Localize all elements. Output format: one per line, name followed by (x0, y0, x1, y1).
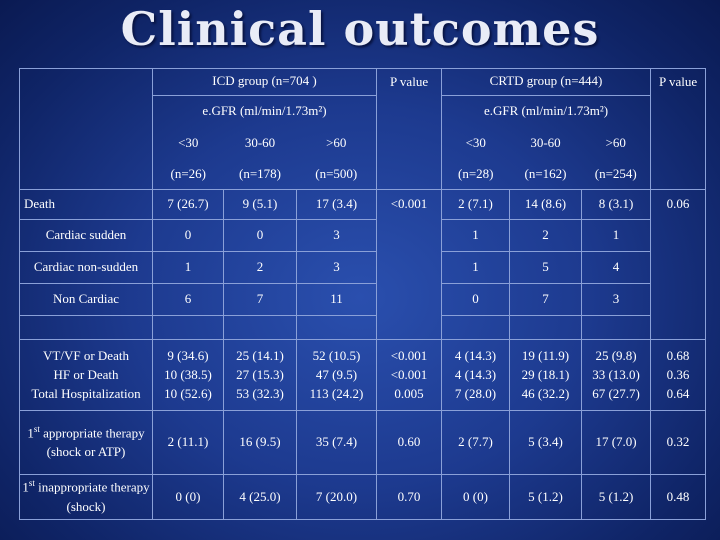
table-cell: 1 (441, 218, 511, 252)
table-cell: 5 (1.2) (509, 474, 583, 520)
table-cell: 7 (223, 282, 297, 316)
p-value-cell: 0.48 (650, 474, 707, 520)
table-cell: 1 (581, 218, 652, 252)
table-cell: 7 (20.0) (295, 474, 378, 520)
icd-col-gt60: >60 (326, 134, 347, 150)
table-cell: 9 (34.6) 10 (38.5) 10 (52.6) (152, 339, 224, 411)
table-cell: 2 (509, 218, 583, 252)
table-cell: 16 (9.5) (223, 409, 297, 476)
table-row: 1st appropriate therapy (shock or ATP) 2… (19, 409, 707, 476)
table-cell: 17 (3.4) (295, 188, 378, 220)
table-cell: 25 (9.8) 33 (13.0) 67 (27.7) (581, 339, 652, 411)
table-cell: 6 (152, 282, 224, 316)
spacer-row (19, 314, 707, 341)
table-cell: 4 (25.0) (223, 474, 297, 520)
table-cell: 5 (3.4) (509, 409, 583, 476)
crtd-egfr-label: e.GFR (ml/min/1.73m²) (483, 103, 609, 119)
table-cell: 3 (295, 218, 378, 252)
table-row: Cardiac non-sudden 1 2 3 1 5 4 (19, 250, 707, 284)
crtd-col-lt30: <30 (465, 134, 486, 150)
corner-cell (19, 68, 153, 96)
row-label: 1st inappropriate therapy (shock) (19, 474, 153, 520)
table-cell: 52 (10.5) 47 (9.5) 113 (24.2) (295, 339, 378, 411)
table-cell: 3 (581, 282, 652, 316)
table-row: 1st inappropriate therapy (shock) 0 (0) … (19, 474, 707, 520)
table-cell: 25 (14.1) 27 (15.3) 53 (32.3) (223, 339, 297, 411)
icd-col-lt30: <30 (178, 134, 199, 150)
table-cell: 0 (0) (441, 474, 511, 520)
table-cell: 7 (26.7) (152, 188, 224, 220)
row-label: Cardiac non-sudden (19, 250, 153, 284)
p-value-cell: <0.001 <0.001 0.005 (376, 339, 443, 411)
table-cell: 35 (7.4) (295, 409, 378, 476)
row-label: Non Cardiac (19, 282, 153, 316)
table-cell: 4 (14.3) 4 (14.3) 7 (28.0) (441, 339, 511, 411)
p-value-cell: 0.68 0.36 0.64 (650, 339, 707, 411)
table-cell: 9 (5.1) (223, 188, 297, 220)
crtd-col-gt60: >60 (605, 134, 626, 150)
p-value-cell (376, 251, 443, 284)
row-label: 1st appropriate therapy (shock or ATP) (19, 409, 153, 476)
table-cell: 4 (581, 250, 652, 284)
table-cell: 5 (509, 250, 583, 284)
table-cell: 2 (223, 250, 297, 284)
p-value-header-2: P value (650, 68, 707, 96)
table-row: Cardiac sudden 0 0 3 1 2 1 (19, 218, 707, 252)
p-value-cell: 0.32 (650, 409, 707, 476)
p-value-cell: 0.06 (650, 188, 707, 220)
p-value-cell (650, 251, 707, 284)
table-cell: 1 (152, 250, 224, 284)
table-cell: 1 (441, 250, 511, 284)
crtd-group-header: CRTD group (n=444) (441, 68, 652, 96)
table-cell: 0 (0) (152, 474, 224, 520)
table-cell: 2 (7.1) (441, 188, 511, 220)
icd-group-header: ICD group (n=704 ) (151, 68, 378, 96)
table-cell: 5 (1.2) (581, 474, 652, 520)
table-row: Death 7 (26.7) 9 (5.1) 17 (3.4) <0.001 2… (19, 188, 707, 220)
icd-col-30-60: 30-60 (244, 134, 276, 150)
table-row: Non Cardiac 6 7 11 0 7 3 (19, 282, 707, 316)
p-value-cell (376, 283, 443, 316)
p-value-cell: 0.70 (376, 474, 443, 520)
row-label: VT/VF or Death HF or Death Total Hospita… (19, 339, 153, 411)
table-cell: 0 (152, 218, 224, 252)
row-label: Death (19, 188, 153, 220)
table-row: VT/VF or Death HF or Death Total Hospita… (19, 339, 707, 411)
table-cell: 14 (8.6) (509, 188, 583, 220)
table-cell: 0 (223, 218, 297, 252)
table-cell: 11 (295, 282, 378, 316)
icd-n-gt60: (n=500) (296, 159, 377, 190)
row-label: Cardiac sudden (19, 218, 153, 252)
table-cell: 7 (509, 282, 583, 316)
clinical-outcomes-table: ICD group (n=704 ) P value CRTD group (n… (19, 68, 707, 520)
p-value-header-1: P value (376, 68, 443, 96)
table-cell: 8 (3.1) (581, 188, 652, 220)
crtd-n-gt60: (n=254) (581, 159, 651, 190)
crtd-col-30-60: 30-60 (530, 134, 561, 150)
icd-n-30-60: (n=178) (223, 159, 297, 190)
p-value-cell (650, 219, 707, 252)
icd-n-lt30: (n=26) (152, 159, 224, 190)
table-cell: 3 (295, 250, 378, 284)
p-value-cell: <0.001 (376, 188, 443, 220)
p-value-cell: 0.60 (376, 409, 443, 476)
table-cell: 19 (11.9) 29 (18.1) 46 (32.2) (509, 339, 583, 411)
table-cell: 2 (11.1) (152, 409, 224, 476)
table-cell: 0 (441, 282, 511, 316)
p-value-cell (650, 283, 707, 316)
crtd-n-lt30: (n=28) (441, 159, 510, 190)
table-cell: 17 (7.0) (581, 409, 652, 476)
p-value-cell (376, 219, 443, 252)
icd-egfr-label: e.GFR (ml/min/1.73m²) (202, 103, 327, 119)
page-title: Clinical outcomes (120, 2, 600, 56)
crtd-n-30-60: (n=162) (509, 159, 582, 190)
table-cell: 2 (7.7) (441, 409, 511, 476)
